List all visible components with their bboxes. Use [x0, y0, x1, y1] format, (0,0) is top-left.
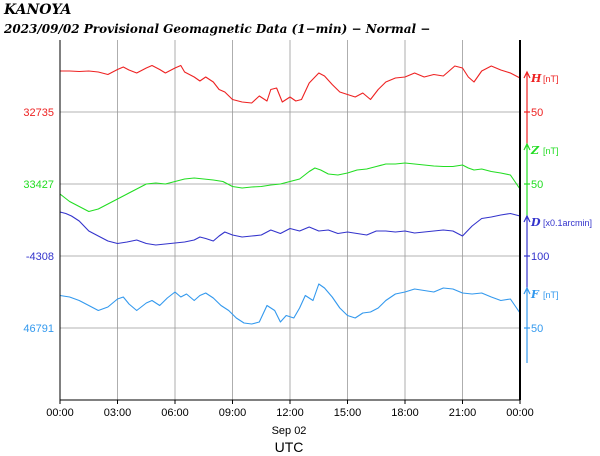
baseline-label-F: 46791: [23, 323, 54, 335]
scale-label-Z: 50: [531, 179, 543, 191]
component-unit-D: [x0.1arcmin]: [543, 218, 592, 228]
series-line-F: [59, 283, 521, 325]
series-line-D: [59, 211, 521, 246]
arrow-up-icon: [523, 70, 531, 79]
series-line-H: [60, 64, 521, 104]
station-title: KANOYA: [3, 2, 72, 18]
baseline-label-H: 32735: [23, 107, 54, 119]
x-tick-label: 09:00: [219, 407, 247, 419]
x-tick-label: 03:00: [104, 407, 132, 419]
x-tick-label: 00:00: [506, 407, 534, 419]
component-name-D: D: [530, 216, 541, 229]
x-tick-label: 12:00: [276, 407, 304, 419]
arrow-up-icon: [523, 286, 531, 295]
scale-label-F: 50: [531, 323, 543, 335]
x-tick-label: 18:00: [391, 407, 419, 419]
series-line-Z: [59, 162, 521, 213]
component-name-H: H: [530, 72, 542, 85]
component-name-Z: Z: [530, 144, 540, 157]
chart-subtitle: 2023/09/02 Provisional Geomagnetic Data …: [3, 22, 430, 36]
component-unit-Z: [nT]: [543, 146, 559, 156]
x-tick-label: 06:00: [161, 407, 189, 419]
x-axis-label: UTC: [275, 439, 304, 455]
series-lines: [59, 64, 521, 325]
x-tick-label: 15:00: [334, 407, 362, 419]
x-tick-labels: 00:00 03:00 06:00 09:00 12:00 15:00 18:00 21:00…: [46, 400, 534, 419]
component-name-F: F: [530, 288, 540, 301]
baseline-label-D: -4308: [26, 251, 54, 263]
arrow-up-icon: [523, 142, 531, 151]
x-tick-label: 21:00: [449, 407, 477, 419]
x-tick-label: 00:00: [46, 407, 74, 419]
component-unit-H: [nT]: [543, 74, 559, 84]
component-unit-F: [nT]: [543, 290, 559, 300]
scale-label-H: 50: [531, 107, 543, 119]
plot-grid: [59, 40, 521, 400]
date-label: Sep 02: [272, 425, 307, 437]
baseline-label-Z: 33427: [23, 179, 54, 191]
scale-label-D: 100: [531, 251, 549, 263]
arrow-up-icon: [523, 214, 531, 223]
baseline-labels: 32735 33427 -4308 46791: [23, 107, 54, 335]
